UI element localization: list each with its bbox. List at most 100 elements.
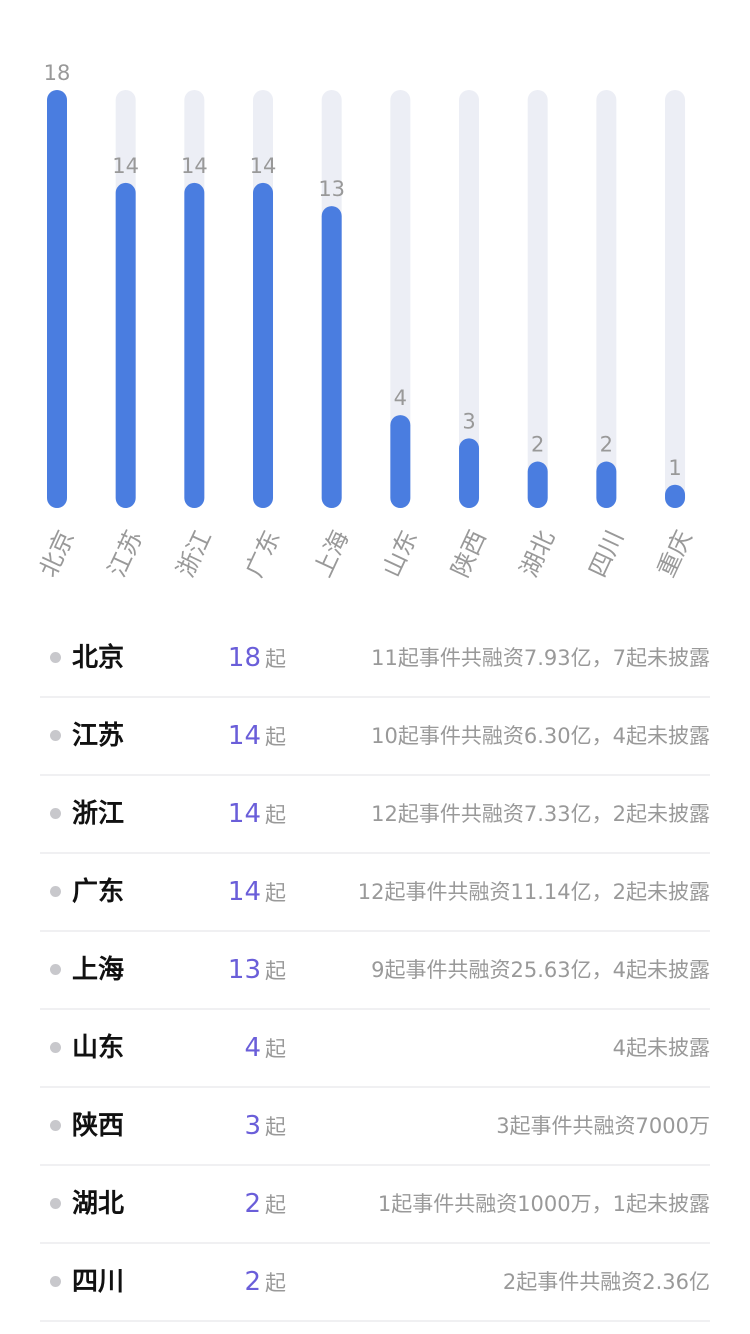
province-name: 陕西	[72, 1111, 125, 1141]
count-unit: 起	[265, 1115, 286, 1139]
province-list: 北京 18 起 11起事件共融资7.93亿，7起未披露 江苏 14 起 10起事件共…	[40, 620, 710, 1322]
count-unit: 起	[265, 803, 286, 827]
bar-track	[527, 90, 548, 508]
bar-track	[596, 90, 617, 508]
province-name: 江苏	[72, 721, 125, 751]
count-number: 18	[227, 643, 261, 673]
bar	[47, 90, 67, 508]
category-tick-label: 上海	[309, 526, 355, 581]
bullet-dot-icon	[50, 652, 61, 663]
funding-detail: 3起事件共融资7000万	[496, 1114, 710, 1138]
count-unit: 起	[265, 1271, 286, 1295]
province-bar-chart: 18 北京 14 江苏 14 浙江 14 广东 13 上海 4 山东 3 陕西 2 湖北 2 四川 1 重庆	[34, 61, 698, 581]
funding-detail: 11起事件共融资7.93亿，7起未披露	[371, 646, 710, 670]
bar	[596, 461, 617, 508]
bar-value-label: 1	[668, 456, 681, 480]
bar-value-label: 14	[250, 154, 277, 178]
bar	[459, 438, 480, 508]
event-count: 14 起	[228, 872, 286, 915]
count-number: 2	[244, 1189, 261, 1219]
bullet-dot-icon	[50, 1276, 61, 1287]
count-number: 4	[244, 1033, 261, 1063]
count-unit: 起	[265, 959, 286, 983]
count-unit: 起	[265, 725, 286, 749]
bar-value-label: 14	[181, 154, 208, 178]
bar-value-label: 2	[531, 433, 544, 457]
province-name: 北京	[72, 643, 125, 673]
funding-detail: 10起事件共融资6.30亿，4起未披露	[371, 724, 710, 748]
province-name: 湖北	[72, 1189, 125, 1219]
bar	[321, 206, 342, 508]
category-tick-label: 浙江	[171, 526, 217, 581]
category-tick-label: 广东	[240, 526, 286, 581]
bullet-dot-icon	[50, 808, 61, 819]
category-tick-label: 山东	[377, 526, 423, 581]
bar-track	[390, 90, 411, 508]
bar	[665, 484, 686, 508]
count-unit: 起	[265, 881, 286, 905]
province-name: 浙江	[72, 799, 125, 829]
list-item[interactable]: 北京 18 起 11起事件共融资7.93亿，7起未披露	[40, 620, 710, 698]
category-tick-label: 陕西	[446, 526, 492, 581]
count-unit: 起	[265, 647, 286, 671]
count-number: 2	[244, 1267, 261, 1297]
bar	[527, 461, 548, 508]
bullet-dot-icon	[50, 1120, 61, 1131]
list-item[interactable]: 广东 14 起 12起事件共融资11.14亿，2起未披露	[40, 854, 710, 932]
province-name: 广东	[72, 877, 125, 907]
event-count: 18 起	[228, 638, 286, 681]
bullet-dot-icon	[50, 1042, 61, 1053]
bar	[390, 415, 411, 508]
bar-track	[459, 90, 480, 508]
province-name: 上海	[72, 955, 125, 985]
event-count: 13 起	[228, 950, 286, 993]
event-count: 14 起	[228, 794, 286, 837]
bar-value-label: 14	[112, 154, 139, 178]
bar-value-label: 18	[44, 61, 71, 85]
count-number: 3	[244, 1111, 261, 1141]
category-tick-label: 湖北	[515, 526, 561, 581]
count-unit: 起	[265, 1037, 286, 1061]
bar-value-label: 3	[462, 409, 475, 433]
bar-value-label: 4	[394, 386, 407, 410]
count-number: 14	[227, 721, 261, 751]
funding-detail: 12起事件共融资11.14亿，2起未披露	[357, 880, 710, 904]
funding-detail: 9起事件共融资25.63亿，4起未披露	[371, 958, 710, 982]
bullet-dot-icon	[50, 730, 61, 741]
bar-value-label: 2	[600, 433, 613, 457]
list-item[interactable]: 上海 13 起 9起事件共融资25.63亿，4起未披露	[40, 932, 710, 1010]
bar	[184, 182, 205, 508]
funding-detail: 4起未披露	[612, 1036, 710, 1060]
list-item[interactable]: 江苏 14 起 10起事件共融资6.30亿，4起未披露	[40, 698, 710, 776]
count-number: 14	[227, 877, 261, 907]
province-name: 山东	[72, 1033, 125, 1063]
funding-detail: 2起事件共融资2.36亿	[502, 1270, 710, 1294]
category-tick-label: 四川	[583, 526, 629, 581]
province-name: 四川	[72, 1267, 125, 1297]
count-unit: 起	[265, 1193, 286, 1217]
bullet-dot-icon	[50, 886, 61, 897]
bar-value-label: 13	[318, 177, 345, 201]
list-item[interactable]: 浙江 14 起 12起事件共融资7.33亿，2起未披露	[40, 776, 710, 854]
bar	[253, 182, 274, 508]
bar	[115, 182, 136, 508]
funding-detail: 12起事件共融资7.33亿，2起未披露	[371, 802, 710, 826]
event-count: 14 起	[228, 716, 286, 759]
category-tick-label: 北京	[34, 526, 80, 581]
category-tick-label: 江苏	[103, 526, 149, 581]
bar-track	[665, 90, 686, 508]
count-number: 13	[227, 955, 261, 985]
bullet-dot-icon	[50, 1198, 61, 1209]
count-number: 14	[227, 799, 261, 829]
bullet-dot-icon	[50, 964, 61, 975]
funding-detail: 1起事件共融资1000万，1起未披露	[377, 1192, 710, 1216]
category-tick-label: 重庆	[652, 526, 698, 581]
